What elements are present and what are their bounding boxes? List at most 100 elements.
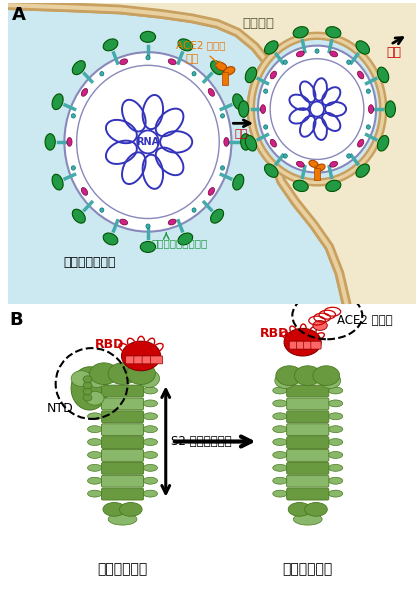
Ellipse shape xyxy=(143,387,158,394)
Ellipse shape xyxy=(83,388,92,395)
FancyBboxPatch shape xyxy=(102,411,144,422)
Ellipse shape xyxy=(273,477,287,484)
Ellipse shape xyxy=(328,413,343,419)
Ellipse shape xyxy=(210,61,223,74)
Circle shape xyxy=(270,59,364,159)
Ellipse shape xyxy=(293,181,308,192)
Ellipse shape xyxy=(245,136,257,151)
Ellipse shape xyxy=(330,161,338,167)
Ellipse shape xyxy=(297,161,304,167)
Text: RBD: RBD xyxy=(260,327,289,340)
Ellipse shape xyxy=(72,209,85,223)
Ellipse shape xyxy=(245,67,257,83)
Bar xyxy=(315,169,320,180)
Ellipse shape xyxy=(87,477,102,484)
Ellipse shape xyxy=(328,477,343,484)
Ellipse shape xyxy=(273,464,287,471)
Ellipse shape xyxy=(313,320,327,330)
Ellipse shape xyxy=(143,464,158,471)
Ellipse shape xyxy=(297,51,304,57)
Ellipse shape xyxy=(143,451,158,458)
Ellipse shape xyxy=(273,400,287,407)
Text: ACE2 受容体: ACE2 受容体 xyxy=(176,41,226,51)
Ellipse shape xyxy=(304,503,327,516)
Ellipse shape xyxy=(265,41,278,54)
Ellipse shape xyxy=(260,104,265,113)
FancyBboxPatch shape xyxy=(102,385,144,397)
Text: ACE2 受容体: ACE2 受容体 xyxy=(336,314,392,327)
Ellipse shape xyxy=(45,134,55,150)
Ellipse shape xyxy=(67,137,72,146)
Text: RBD: RBD xyxy=(95,338,124,351)
Ellipse shape xyxy=(72,61,85,74)
FancyBboxPatch shape xyxy=(126,356,138,364)
Ellipse shape xyxy=(315,49,319,53)
Ellipse shape xyxy=(87,464,102,471)
Ellipse shape xyxy=(294,366,321,385)
Ellipse shape xyxy=(143,477,158,484)
Text: RNA: RNA xyxy=(136,137,160,147)
Ellipse shape xyxy=(216,63,227,71)
Ellipse shape xyxy=(143,413,158,419)
Text: スパイクタンパク質: スパイクタンパク質 xyxy=(151,239,207,248)
FancyBboxPatch shape xyxy=(102,424,144,435)
FancyBboxPatch shape xyxy=(287,463,329,474)
Text: 感染: 感染 xyxy=(386,45,401,58)
Text: 吸着: 吸着 xyxy=(186,54,199,64)
Ellipse shape xyxy=(71,114,75,118)
Ellipse shape xyxy=(241,134,251,150)
Ellipse shape xyxy=(192,71,196,76)
Ellipse shape xyxy=(168,219,176,225)
FancyBboxPatch shape xyxy=(102,450,144,461)
Ellipse shape xyxy=(270,139,276,147)
Ellipse shape xyxy=(108,363,137,385)
Bar xyxy=(222,72,228,85)
Ellipse shape xyxy=(81,188,88,195)
Ellipse shape xyxy=(328,387,343,394)
Ellipse shape xyxy=(103,503,126,516)
Ellipse shape xyxy=(326,181,341,192)
FancyBboxPatch shape xyxy=(142,356,155,364)
Text: B: B xyxy=(9,311,23,329)
Ellipse shape xyxy=(293,513,322,525)
Ellipse shape xyxy=(378,67,389,83)
Ellipse shape xyxy=(178,233,193,245)
Ellipse shape xyxy=(368,104,373,113)
Ellipse shape xyxy=(330,51,338,57)
Circle shape xyxy=(64,52,231,232)
Circle shape xyxy=(258,45,376,172)
Ellipse shape xyxy=(273,490,287,497)
Ellipse shape xyxy=(52,94,63,110)
Ellipse shape xyxy=(366,125,370,129)
Ellipse shape xyxy=(273,451,287,458)
Circle shape xyxy=(76,65,219,218)
Text: 侵入: 侵入 xyxy=(234,129,248,139)
Ellipse shape xyxy=(275,373,295,388)
Ellipse shape xyxy=(146,224,150,228)
Ellipse shape xyxy=(346,60,351,64)
Ellipse shape xyxy=(385,101,396,117)
Ellipse shape xyxy=(357,139,364,147)
Ellipse shape xyxy=(137,370,160,388)
FancyBboxPatch shape xyxy=(102,463,144,474)
Ellipse shape xyxy=(328,426,343,432)
Ellipse shape xyxy=(276,366,303,385)
Ellipse shape xyxy=(208,188,215,195)
Ellipse shape xyxy=(108,513,137,525)
Ellipse shape xyxy=(220,114,225,118)
FancyBboxPatch shape xyxy=(102,398,144,410)
Ellipse shape xyxy=(315,165,319,169)
Ellipse shape xyxy=(357,71,364,79)
Ellipse shape xyxy=(356,164,370,178)
Ellipse shape xyxy=(121,341,160,371)
Ellipse shape xyxy=(87,400,102,407)
Ellipse shape xyxy=(119,503,142,516)
Ellipse shape xyxy=(233,174,244,190)
Text: コロナウイルス: コロナウイルス xyxy=(64,256,116,269)
FancyBboxPatch shape xyxy=(289,341,299,349)
FancyBboxPatch shape xyxy=(287,385,329,397)
Ellipse shape xyxy=(120,59,128,65)
Ellipse shape xyxy=(86,370,108,388)
FancyBboxPatch shape xyxy=(287,398,329,410)
Text: アップ型構造: アップ型構造 xyxy=(283,562,333,576)
